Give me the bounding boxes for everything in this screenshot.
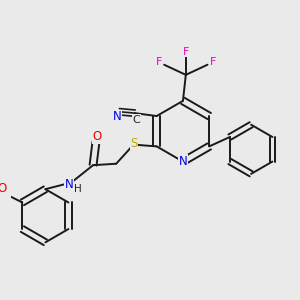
- Text: O: O: [93, 130, 102, 143]
- Text: S: S: [130, 137, 138, 150]
- Text: F: F: [209, 57, 216, 68]
- Text: N: N: [112, 110, 121, 123]
- Text: C: C: [133, 115, 140, 124]
- Text: O: O: [0, 182, 7, 195]
- Text: H: H: [74, 184, 82, 194]
- Text: N: N: [65, 178, 74, 191]
- Text: N: N: [178, 155, 187, 168]
- Text: F: F: [156, 57, 162, 68]
- Text: F: F: [183, 47, 189, 57]
